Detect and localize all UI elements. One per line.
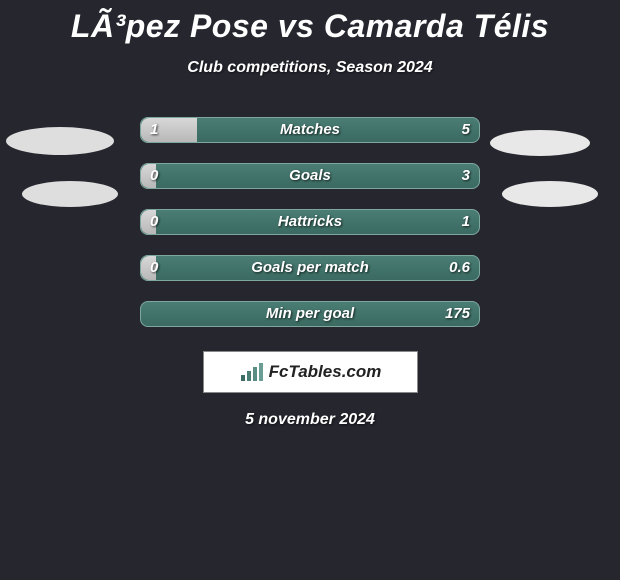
stat-row-min-per-goal: Min per goal 175: [140, 301, 480, 327]
stat-label: Goals: [140, 163, 480, 189]
comparison-container: LÃ³pez Pose vs Camarda Télis Club compet…: [0, 0, 620, 580]
stat-row-goals: 0 Goals 3: [140, 163, 480, 189]
brand-chart-icon: [239, 361, 265, 383]
page-title: LÃ³pez Pose vs Camarda Télis: [0, 0, 620, 45]
date-label: 5 november 2024: [0, 411, 620, 429]
value-right: 5: [462, 117, 470, 143]
decor-ellipse-right-mid: [502, 181, 598, 207]
stat-label: Matches: [140, 117, 480, 143]
decor-ellipse-left-mid: [22, 181, 118, 207]
stat-row-goals-per-match: 0 Goals per match 0.6: [140, 255, 480, 281]
stat-label: Min per goal: [140, 301, 480, 327]
stat-label: Hattricks: [140, 209, 480, 235]
decor-ellipse-left-top: [6, 127, 114, 155]
value-right: 175: [445, 301, 470, 327]
brand-inner: FcTables.com: [239, 361, 382, 383]
subtitle: Club competitions, Season 2024: [0, 59, 620, 77]
decor-ellipse-right-top: [490, 130, 590, 156]
stat-label: Goals per match: [140, 255, 480, 281]
stat-row-hattricks: 0 Hattricks 1: [140, 209, 480, 235]
value-right: 0.6: [449, 255, 470, 281]
value-right: 1: [462, 209, 470, 235]
stat-row-matches: 1 Matches 5: [140, 117, 480, 143]
chart-area: 1 Matches 5 0 Goals 3 0 Hattricks 1 0: [0, 117, 620, 429]
brand-box[interactable]: FcTables.com: [203, 351, 418, 393]
brand-text: FcTables.com: [269, 362, 382, 382]
value-right: 3: [462, 163, 470, 189]
